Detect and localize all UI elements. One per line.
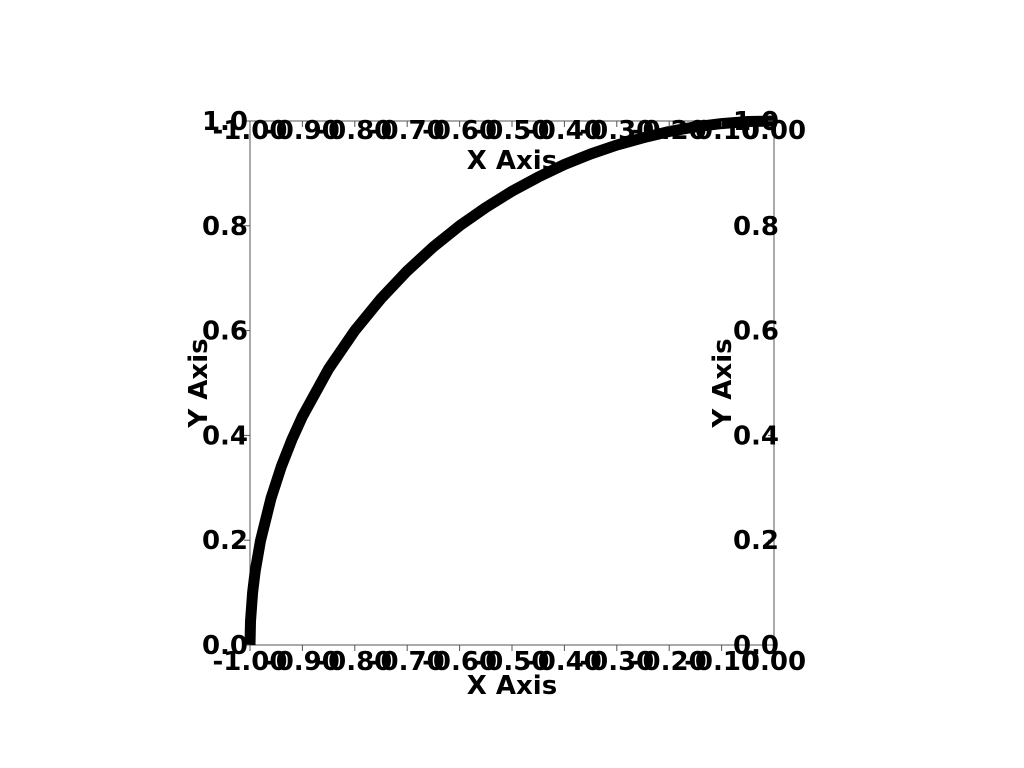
plot-frame <box>249 120 775 646</box>
y-tick-label-right: 0.0 <box>733 631 779 661</box>
x-tick-label-bottom: -0.50 <box>475 647 550 677</box>
x-tick-label-top: -0.60 <box>422 116 497 146</box>
x-axis-title-top: X Axis <box>467 146 557 176</box>
x-tick-label-bottom: -0.80 <box>317 647 392 677</box>
axes-layer: -1.00-1.00-0.90-0.90-0.80-0.80-0.70-0.70… <box>202 107 806 677</box>
x-tick-label-bottom: -0.20 <box>632 647 707 677</box>
y-axis-title-right: Y Axis <box>708 338 738 428</box>
x-tick-label-top: -0.10 <box>684 116 759 146</box>
x-tick-label-top: -0.20 <box>632 116 707 146</box>
x-tick-label-bottom: -0.30 <box>579 647 654 677</box>
y-tick-label-left: 0.2 <box>202 526 248 556</box>
curve-layer <box>244 115 775 646</box>
y-tick-label-left: 0.8 <box>202 212 248 242</box>
x-tick-label-bottom: -0.60 <box>422 647 497 677</box>
x-tick-label-top: -0.70 <box>370 116 445 146</box>
y-tick-label-right: 0.2 <box>733 526 779 556</box>
x-tick-label-bottom: -0.90 <box>265 647 340 677</box>
y-tick-label-right: 0.8 <box>733 212 779 242</box>
x-axis-title-bottom: X Axis <box>467 671 557 701</box>
x-tick-label-top: -0.40 <box>527 116 602 146</box>
y-tick-label-right: 0.6 <box>733 317 779 347</box>
x-tick-label-bottom: -1.00 <box>213 647 288 677</box>
x-tick-label-top: -0.90 <box>265 116 340 146</box>
x-tick-label-bottom: -0.10 <box>684 647 759 677</box>
x-tick-label-top: -0.30 <box>579 116 654 146</box>
y-tick-label-left: 0.0 <box>202 631 248 661</box>
x-tick-label-bottom: -0.70 <box>370 647 445 677</box>
series-line-0 <box>244 115 775 646</box>
y-tick-label-left: 0.4 <box>202 421 248 451</box>
x-tick-label-top: -0.80 <box>317 116 392 146</box>
y-axis-title-left: Y Axis <box>184 338 214 428</box>
x-tick-label-top: -0.50 <box>475 116 550 146</box>
x-tick-label-bottom: 0.00 <box>742 647 806 677</box>
y-tick-label-left: 1.0 <box>202 107 248 137</box>
y-tick-label-right: 1.0 <box>733 107 779 137</box>
y-tick-label-left: 0.6 <box>202 317 248 347</box>
x-tick-label-bottom: -0.40 <box>527 647 602 677</box>
y-tick-label-right: 0.4 <box>733 421 779 451</box>
